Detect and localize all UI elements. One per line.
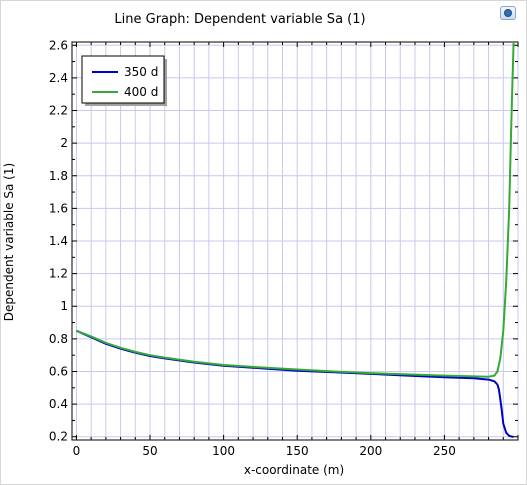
y-tick-label: 0.2	[49, 430, 68, 444]
y-tick-label: 1.4	[49, 234, 68, 248]
series-line-400-d	[76, 41, 515, 378]
y-tick-label: 2	[60, 136, 68, 150]
x-axis-label: x-coordinate (m)	[244, 463, 344, 477]
y-axis-label: Dependent variable Sa (1)	[2, 163, 16, 321]
axis-ticks: 0 50 100 150 200 250 0.2 0.4 0.6 0.8 1 1.2 1.4 1.6 1.8…	[49, 38, 519, 458]
x-tick-label: 150	[286, 444, 309, 458]
x-tick-label: 100	[212, 444, 235, 458]
y-tick-label: 2.4	[49, 71, 68, 85]
legend-label: 350 d	[124, 65, 158, 79]
legend: 350 d 400 d	[81, 55, 167, 106]
y-tick-label: 0.8	[49, 332, 68, 346]
chart-title: Line Graph: Dependent variable Sa (1)	[114, 12, 366, 27]
y-tick-label: 1.6	[49, 201, 68, 215]
window-control-button[interactable]	[500, 6, 516, 20]
y-tick-label: 0.6	[49, 364, 68, 378]
x-tick-label: 0	[73, 444, 81, 458]
legend-label: 400 d	[124, 85, 158, 99]
y-tick-label: 1.2	[49, 267, 68, 281]
x-tick-label: 250	[433, 444, 456, 458]
y-tick-label: 2.6	[49, 38, 68, 52]
y-tick-label: 2.2	[49, 104, 68, 118]
series-layer	[75, 41, 515, 438]
y-tick-label: 1	[60, 299, 68, 313]
x-tick-label: 200	[359, 444, 382, 458]
x-tick-label: 50	[142, 444, 157, 458]
y-tick-label: 0.4	[49, 397, 68, 411]
y-tick-label: 1.8	[49, 169, 68, 183]
app-logo-icon	[504, 9, 512, 17]
